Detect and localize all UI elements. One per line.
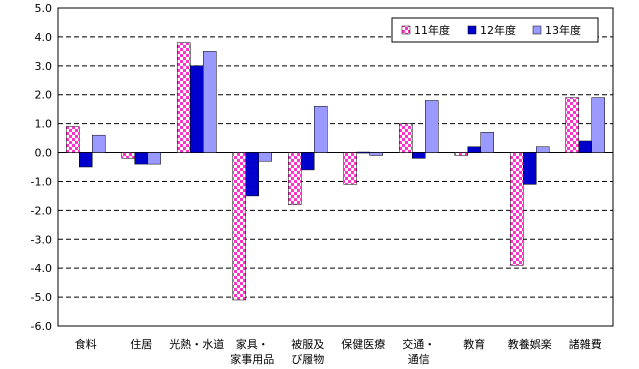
bar — [425, 100, 439, 153]
axes — [57, 7, 614, 327]
legend-label: 11年度 — [414, 23, 450, 37]
y-axis-ticks: 5.0 4.0 3.0 2.0 1.0 0.0 -1.0 -2.0 -3.0 -4.0 -5.0 -6… — [31, 2, 52, 333]
bar — [245, 152, 259, 197]
x-category-label: 教育 — [463, 337, 485, 351]
bar — [79, 152, 93, 168]
bar — [288, 152, 302, 205]
y-tick-label: 5.0 — [35, 2, 53, 15]
x-category-label: 教養娯楽 — [508, 337, 552, 351]
y-tick-label: 4.0 — [35, 31, 53, 44]
bar — [190, 65, 204, 153]
y-tick-label: -1.0 — [31, 175, 52, 188]
legend-label: 13年度 — [545, 23, 581, 37]
legend-box — [391, 17, 599, 43]
y-tick-label: -4.0 — [31, 262, 52, 275]
bar — [369, 152, 383, 156]
y-tick-label: -2.0 — [31, 204, 52, 217]
x-category-label: 諸雑費 — [569, 337, 602, 351]
bar — [591, 97, 605, 153]
bar — [454, 152, 468, 156]
y-tick-label: 0.0 — [35, 147, 53, 160]
bar — [578, 140, 592, 153]
x-category-label: 通信 — [408, 353, 430, 366]
x-category-label: 交通・ — [402, 337, 435, 351]
y-tick-label: -5.0 — [31, 291, 52, 304]
plot-frame — [57, 7, 614, 327]
legend-swatch — [467, 25, 477, 35]
x-category-label: び履物 — [291, 352, 324, 366]
bar — [301, 152, 315, 171]
x-category-label: 家事用品 — [230, 352, 274, 366]
bar — [467, 146, 481, 153]
bar — [92, 134, 106, 153]
bar — [412, 152, 426, 159]
y-tick-label: 2.0 — [35, 89, 53, 102]
bar — [536, 146, 550, 153]
bar — [177, 42, 191, 153]
legend-swatch — [401, 25, 411, 35]
x-category-label: 家具・ — [236, 337, 269, 351]
y-tick-label: 1.0 — [35, 118, 53, 131]
bar — [399, 123, 413, 153]
bar — [121, 152, 135, 159]
bar — [565, 97, 579, 153]
bar — [232, 152, 246, 301]
y-tick-label: -3.0 — [31, 233, 52, 246]
legend-swatch — [532, 25, 542, 35]
bar — [203, 51, 217, 153]
bar — [258, 152, 272, 162]
y-tick-label: -6.0 — [31, 320, 52, 333]
x-category-label: 食料 — [75, 337, 97, 351]
bar — [480, 132, 494, 153]
legend-label: 12年度 — [480, 23, 516, 37]
x-category-label: 光熱・水道 — [169, 337, 224, 351]
bars — [66, 42, 605, 301]
bar — [356, 151, 370, 154]
bar — [147, 152, 161, 165]
x-category-label: 被服及 — [291, 338, 324, 351]
y-tick-label: 3.0 — [35, 60, 53, 73]
x-category-label: 住居 — [130, 337, 152, 351]
bar — [510, 152, 524, 266]
bar — [66, 126, 80, 153]
x-category-label: 保健医療 — [341, 337, 385, 351]
bar — [523, 152, 537, 185]
legend: 11年度 12年度 13年度 — [391, 17, 599, 43]
bar — [343, 152, 357, 185]
bar — [134, 152, 148, 165]
bar — [314, 106, 328, 153]
